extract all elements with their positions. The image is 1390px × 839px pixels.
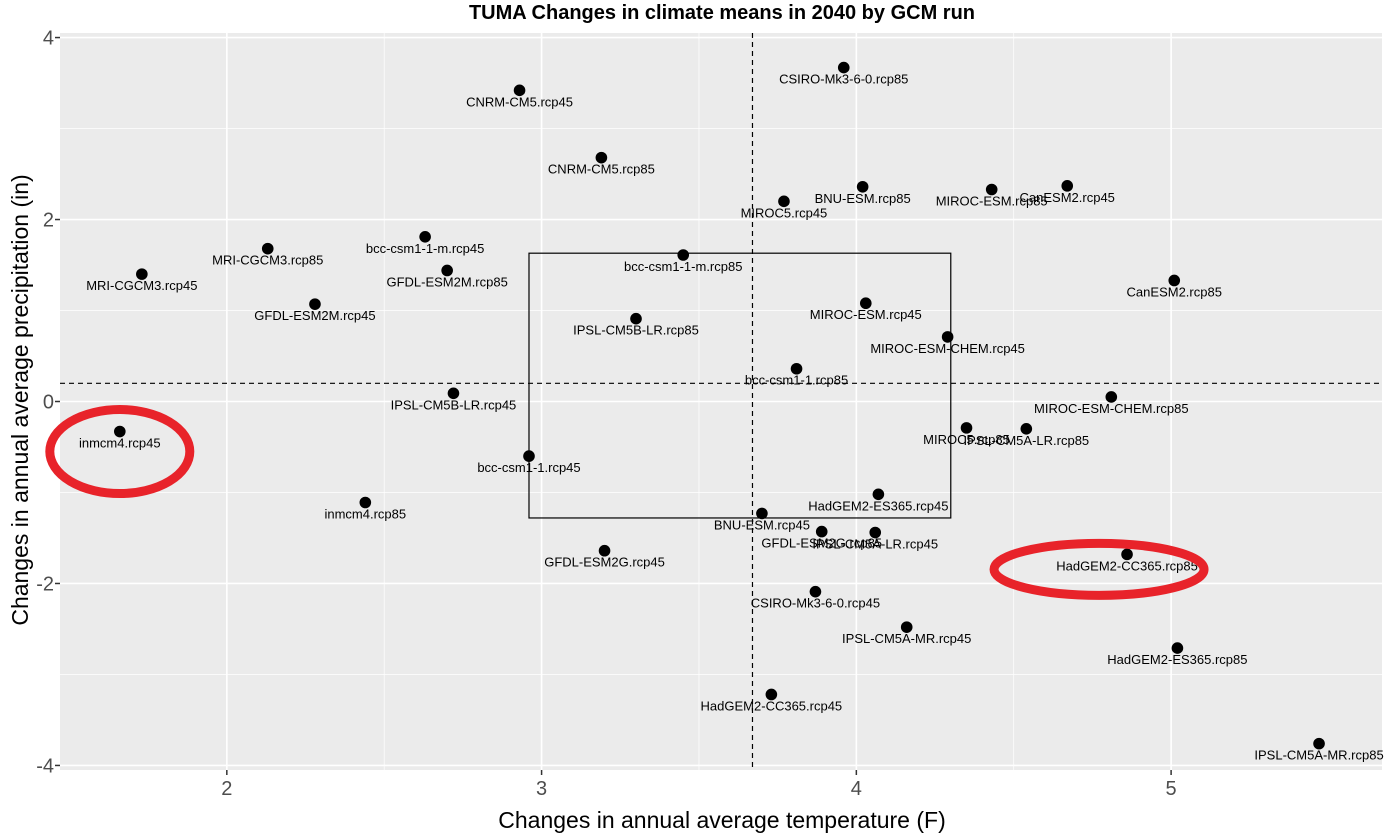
data-point	[677, 249, 690, 261]
data-point	[419, 231, 431, 243]
point-label: MIROC-ESM.rcp85	[936, 193, 1048, 208]
data-point	[1121, 548, 1133, 561]
selection-rectangle	[528, 252, 952, 519]
data-point	[630, 312, 642, 325]
data-point	[941, 331, 954, 343]
point-label: HadGEM2-ES365.rcp45	[808, 498, 948, 513]
data-point	[598, 544, 611, 557]
data-point	[114, 425, 126, 438]
chart-title: TUMA Changes in climate means in 2040 by…	[469, 2, 975, 24]
data-point	[359, 496, 372, 509]
reference-lines	[60, 33, 1382, 770]
point-label: IPSL-CM5A-LR.rcp45	[812, 537, 938, 552]
point-label: GFDL-ESM2M.rcp45	[254, 308, 375, 323]
data-point	[1168, 274, 1181, 287]
y-tick-label: -2	[36, 573, 54, 595]
data-point	[447, 387, 460, 400]
point-label: HadGEM2-ES365.rcp85	[1107, 652, 1247, 667]
data-point	[136, 268, 148, 280]
point-label: GFDL-ESM2G.rcp45	[544, 555, 665, 570]
data-point	[960, 422, 973, 434]
data-point	[859, 297, 872, 310]
data-point	[1171, 642, 1184, 654]
x-tick-label: 4	[851, 778, 862, 800]
data-point	[1313, 737, 1325, 750]
point-label: CNRM-CM5.rcp85	[548, 162, 655, 177]
data-point	[513, 84, 526, 97]
highlight-ellipse	[45, 405, 195, 499]
data-point	[261, 242, 274, 255]
point-label: IPSL-CM5A-MR.rcp85	[1254, 748, 1383, 763]
data-point	[1105, 391, 1118, 403]
point-label: CSIRO-Mk3-6-0.rcp45	[751, 596, 880, 611]
highlight-ellipses	[45, 405, 1209, 600]
selection-box	[528, 252, 952, 519]
point-label: CSIRO-Mk3-6-0.rcp85	[779, 72, 908, 87]
point-label: GFDL-ESM2M.rcp85	[386, 274, 507, 289]
point-label: CanESM2.rcp45	[1020, 190, 1115, 205]
data-point	[856, 180, 869, 193]
data-point	[756, 507, 768, 520]
point-label: bcc-csm1-1.rcp45	[477, 460, 580, 475]
point-label: CNRM-CM5.rcp45	[466, 94, 573, 109]
gridlines	[60, 33, 1382, 770]
point-label: HadGEM2-CC365.rcp85	[1056, 558, 1198, 573]
data-point	[309, 298, 321, 310]
point-label: MIROC-ESM.rcp45	[810, 307, 922, 322]
point-label: MIROC-ESM-CHEM.rcp45	[870, 341, 1025, 356]
y-tick-label: 4	[43, 28, 54, 50]
data-point	[765, 688, 778, 701]
point-label: IPSL-CM5B-LR.rcp85	[573, 323, 699, 338]
data-point	[869, 526, 882, 539]
data-point	[809, 585, 822, 598]
data-point	[985, 183, 998, 196]
x-tick-label: 3	[536, 778, 547, 800]
point-label: IPSL-CM5B-LR.rcp45	[391, 397, 517, 412]
point-label: bcc-csm1-1.rcp85	[745, 373, 848, 388]
highlight-ellipse	[989, 538, 1209, 600]
data-point	[778, 195, 790, 208]
point-label: MIROC-ESM-CHEM.rcp85	[1034, 401, 1189, 416]
point-label: bcc-csm1-1-m.rcp85	[624, 259, 742, 274]
y-axis-title: Changes in annual average precipitation …	[7, 174, 33, 625]
point-label: HadGEM2-CC365.rcp45	[701, 698, 843, 713]
axes: 2 3 4 5 -4 -2 0 2 4	[36, 28, 1176, 800]
data-point	[441, 264, 453, 277]
point-label: inmcm4.rcp85	[324, 506, 406, 521]
x-tick-label: 2	[221, 778, 232, 800]
y-tick-label: 2	[43, 210, 54, 232]
point-label: MIROC5.rcp45	[741, 205, 828, 220]
point-label: IPSL-CM5A-LR.rcp85	[963, 433, 1089, 448]
point-label: BNU-ESM.rcp45	[714, 517, 810, 532]
y-tick-label: -4	[36, 755, 54, 777]
data-point	[837, 61, 850, 74]
data-point	[595, 151, 608, 164]
data-point	[815, 525, 828, 538]
point-label: CanESM2.rcp85	[1127, 284, 1222, 299]
point-label: MRI-CGCM3.rcp45	[86, 278, 197, 293]
data-point	[1061, 180, 1074, 192]
x-tick-label: 5	[1166, 778, 1177, 800]
data-point	[1020, 422, 1033, 435]
point-label: bcc-csm1-1-m.rcp45	[366, 241, 484, 256]
data-points	[114, 61, 1325, 750]
point-label: MIROC5.rcp85	[923, 432, 1010, 447]
point-labels: CSIRO-Mk3-6-0.rcp85 CNRM-CM5.rcp45 CNRM-CM…	[79, 72, 1384, 763]
point-label: MRI-CGCM3.rcp85	[212, 253, 323, 268]
data-point	[900, 621, 913, 633]
x-axis-title: Changes in annual average temperature (F…	[498, 807, 945, 833]
point-label: BNU-ESM.rcp85	[815, 191, 911, 206]
data-point	[523, 450, 535, 462]
y-tick-label: 0	[43, 392, 54, 414]
point-label: inmcm4.rcp45	[79, 436, 161, 451]
point-label: GFDL-ESM2G.rcp85	[761, 536, 882, 551]
point-label: IPSL-CM5A-MR.rcp45	[842, 631, 971, 646]
data-point	[872, 488, 885, 501]
data-point	[790, 362, 803, 375]
